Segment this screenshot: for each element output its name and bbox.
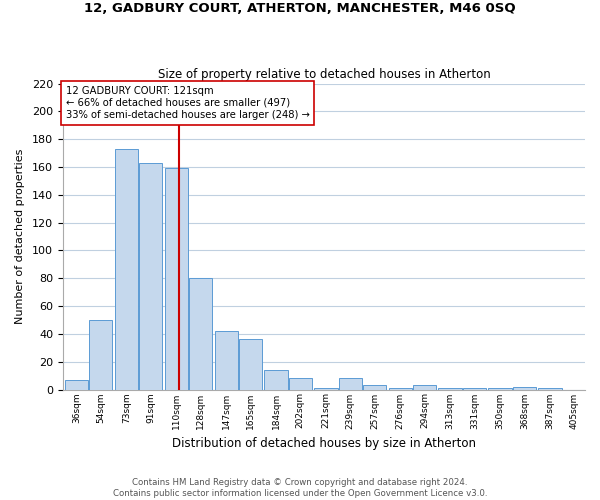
Text: 12, GADBURY COURT, ATHERTON, MANCHESTER, M46 0SQ: 12, GADBURY COURT, ATHERTON, MANCHESTER,…: [84, 2, 516, 16]
X-axis label: Distribution of detached houses by size in Atherton: Distribution of detached houses by size …: [172, 437, 476, 450]
Bar: [65, 380, 88, 390]
Bar: [215, 331, 238, 390]
Bar: [463, 388, 486, 390]
Bar: [189, 278, 212, 390]
Bar: [265, 370, 287, 390]
Bar: [164, 168, 188, 390]
Bar: [389, 388, 412, 390]
Bar: [115, 149, 138, 390]
Bar: [289, 378, 312, 390]
Bar: [363, 386, 386, 390]
Bar: [439, 388, 461, 390]
Bar: [139, 163, 162, 390]
Bar: [89, 320, 112, 390]
Title: Size of property relative to detached houses in Atherton: Size of property relative to detached ho…: [158, 68, 490, 81]
Bar: [512, 386, 536, 390]
Bar: [314, 388, 338, 390]
Bar: [413, 386, 436, 390]
Text: 12 GADBURY COURT: 121sqm
← 66% of detached houses are smaller (497)
33% of semi-: 12 GADBURY COURT: 121sqm ← 66% of detach…: [65, 86, 310, 120]
Bar: [338, 378, 362, 390]
Bar: [538, 388, 562, 390]
Y-axis label: Number of detached properties: Number of detached properties: [15, 149, 25, 324]
Text: Contains HM Land Registry data © Crown copyright and database right 2024.
Contai: Contains HM Land Registry data © Crown c…: [113, 478, 487, 498]
Bar: [488, 388, 512, 390]
Bar: [239, 340, 262, 390]
